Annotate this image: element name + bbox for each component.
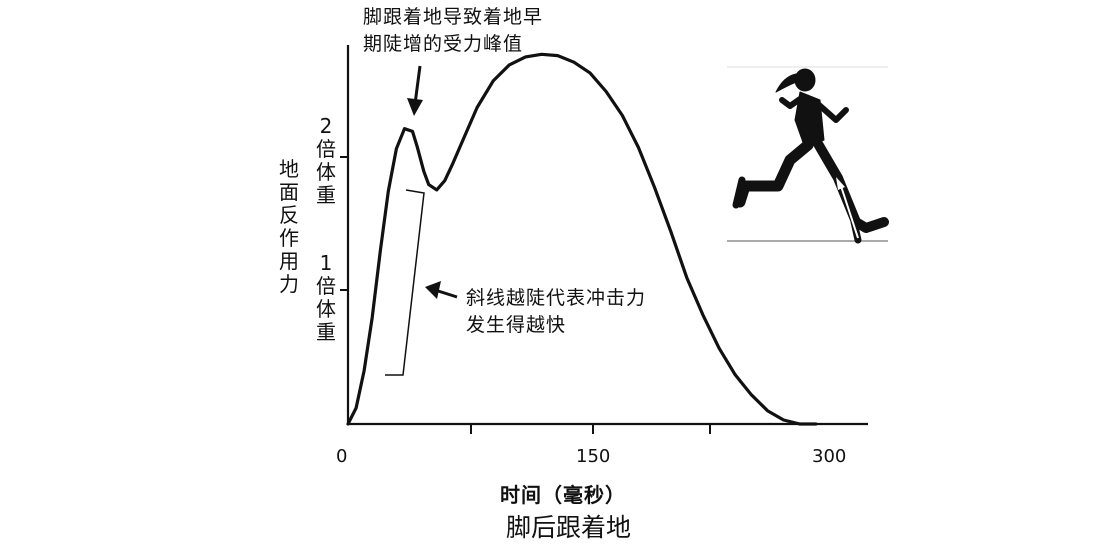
- slope-annotation: 斜线越陡代表冲击力 发生得越快: [466, 285, 646, 339]
- x-axis-title: 时间（毫秒）: [500, 483, 626, 507]
- x-tick-labels: 0 150 300: [336, 446, 846, 467]
- force-curve-line: [346, 52, 818, 426]
- slope-annotation-line-1: 斜线越陡代表冲击力: [466, 287, 647, 309]
- y-tick-label-2: 2倍体重: [316, 114, 336, 207]
- peak-annotation-line-1: 脚跟着地导致着地早: [363, 6, 544, 28]
- slope-annotation-line-2: 发生得越快: [466, 314, 567, 336]
- x-tick-label-150: 150: [576, 446, 610, 467]
- runner-silhouette: [727, 66, 889, 244]
- chart-axes: [340, 45, 868, 434]
- force-vector-arrow: [836, 177, 859, 239]
- y-tick-label-1: 1倍体重: [316, 251, 336, 344]
- x-tick-label-300: 300: [812, 446, 846, 467]
- y-axis-title: 地面反作用力: [279, 157, 299, 296]
- figure-caption: 脚后跟着地: [506, 513, 632, 542]
- x-tick-label-0: 0: [336, 446, 347, 467]
- peak-annotation: 脚跟着地导致着地早 期陡增的受力峰值: [363, 4, 543, 58]
- slope-arrow: [425, 281, 458, 299]
- peak-annotation-line-2: 期陡增的受力峰值: [363, 33, 524, 55]
- slope-bracket: [385, 189, 425, 376]
- peak-arrow: [407, 65, 423, 116]
